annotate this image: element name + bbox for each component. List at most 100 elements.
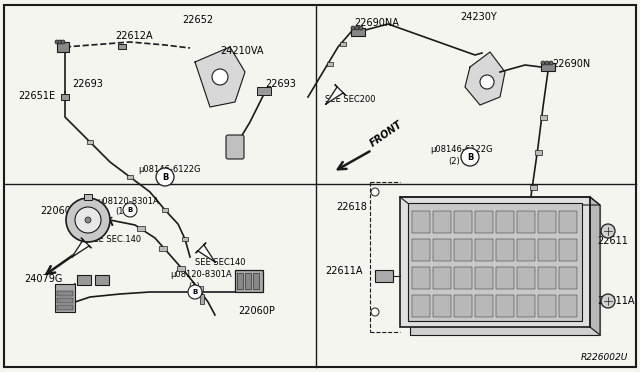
FancyBboxPatch shape [95, 275, 109, 285]
Circle shape [371, 188, 379, 196]
Text: 22060P: 22060P [40, 206, 77, 216]
FancyBboxPatch shape [517, 211, 535, 233]
FancyBboxPatch shape [351, 28, 365, 36]
FancyBboxPatch shape [375, 270, 393, 282]
FancyBboxPatch shape [538, 267, 556, 289]
FancyBboxPatch shape [400, 197, 590, 327]
Text: (1): (1) [188, 282, 200, 291]
FancyBboxPatch shape [433, 267, 451, 289]
Polygon shape [590, 197, 600, 335]
Text: 22612A: 22612A [115, 31, 152, 41]
Text: 24230Y: 24230Y [460, 12, 497, 22]
FancyBboxPatch shape [226, 135, 244, 159]
FancyBboxPatch shape [408, 203, 582, 321]
FancyBboxPatch shape [433, 239, 451, 261]
Text: 24210VA: 24210VA [220, 46, 264, 56]
FancyBboxPatch shape [87, 140, 93, 144]
FancyBboxPatch shape [538, 239, 556, 261]
Circle shape [480, 75, 494, 89]
Circle shape [601, 294, 615, 308]
FancyBboxPatch shape [496, 295, 514, 317]
FancyBboxPatch shape [77, 275, 91, 285]
Text: SEE SEC200: SEE SEC200 [540, 223, 591, 232]
FancyBboxPatch shape [118, 44, 126, 49]
FancyBboxPatch shape [475, 211, 493, 233]
Polygon shape [509, 205, 528, 224]
FancyBboxPatch shape [475, 267, 493, 289]
FancyBboxPatch shape [496, 267, 514, 289]
Circle shape [61, 40, 65, 44]
Text: 22652: 22652 [182, 15, 213, 25]
Circle shape [188, 285, 202, 299]
Circle shape [601, 224, 615, 238]
Polygon shape [326, 85, 345, 104]
FancyBboxPatch shape [177, 266, 185, 271]
Text: (1): (1) [115, 207, 127, 216]
Text: B: B [127, 207, 132, 213]
Circle shape [461, 148, 479, 166]
Text: µ08120-8301A: µ08120-8301A [97, 197, 159, 206]
Polygon shape [196, 243, 215, 262]
Text: 22690NA: 22690NA [354, 18, 399, 28]
Text: µ08146-6122G: µ08146-6122G [138, 165, 200, 174]
Text: 22690N: 22690N [552, 59, 590, 69]
Text: 24079G: 24079G [24, 274, 62, 284]
FancyBboxPatch shape [137, 226, 145, 231]
Polygon shape [195, 47, 245, 107]
Circle shape [123, 203, 137, 217]
Circle shape [75, 207, 101, 233]
FancyBboxPatch shape [61, 94, 69, 100]
Polygon shape [72, 238, 91, 257]
Text: 22060P: 22060P [238, 306, 275, 316]
Text: FRONT: FRONT [368, 119, 404, 149]
FancyBboxPatch shape [412, 295, 430, 317]
FancyBboxPatch shape [127, 175, 133, 179]
Text: B: B [162, 173, 168, 182]
FancyBboxPatch shape [559, 295, 577, 317]
Circle shape [355, 26, 359, 30]
Text: FRONT: FRONT [82, 217, 118, 246]
Circle shape [156, 168, 174, 186]
FancyBboxPatch shape [55, 284, 75, 312]
FancyBboxPatch shape [253, 273, 259, 289]
FancyBboxPatch shape [475, 295, 493, 317]
FancyBboxPatch shape [410, 205, 600, 335]
FancyBboxPatch shape [412, 267, 430, 289]
Text: R226002U: R226002U [580, 353, 628, 362]
FancyBboxPatch shape [535, 150, 542, 155]
Text: B: B [193, 289, 198, 295]
FancyBboxPatch shape [412, 239, 430, 261]
FancyBboxPatch shape [538, 211, 556, 233]
Circle shape [212, 69, 228, 85]
Text: B: B [467, 153, 473, 161]
Text: SEE SEC200: SEE SEC200 [325, 95, 376, 104]
Polygon shape [465, 52, 505, 105]
FancyBboxPatch shape [559, 239, 577, 261]
Circle shape [545, 61, 549, 65]
FancyBboxPatch shape [245, 273, 251, 289]
Circle shape [58, 40, 62, 44]
FancyBboxPatch shape [454, 295, 472, 317]
Circle shape [359, 26, 363, 30]
FancyBboxPatch shape [454, 267, 472, 289]
Circle shape [66, 198, 110, 242]
FancyBboxPatch shape [162, 208, 168, 212]
FancyBboxPatch shape [433, 211, 451, 233]
FancyBboxPatch shape [517, 267, 535, 289]
Text: 22618: 22618 [336, 202, 367, 212]
Text: 22611A: 22611A [325, 266, 362, 276]
FancyBboxPatch shape [475, 239, 493, 261]
FancyBboxPatch shape [159, 246, 167, 251]
FancyBboxPatch shape [327, 62, 333, 66]
Text: 22611: 22611 [597, 236, 628, 246]
Circle shape [55, 40, 59, 44]
FancyBboxPatch shape [200, 294, 204, 304]
FancyBboxPatch shape [559, 267, 577, 289]
Polygon shape [400, 197, 600, 205]
FancyBboxPatch shape [541, 63, 555, 71]
FancyBboxPatch shape [538, 295, 556, 317]
Text: SEE SEC.140: SEE SEC.140 [88, 235, 141, 244]
Circle shape [351, 26, 355, 30]
Text: (2): (2) [448, 157, 460, 166]
FancyBboxPatch shape [237, 273, 243, 289]
